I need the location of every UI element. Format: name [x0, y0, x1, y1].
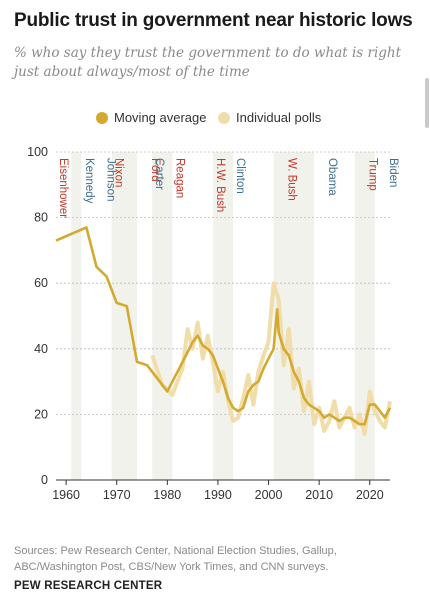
- y-tick-label-60: 60: [34, 276, 48, 290]
- individual-polls-line: [150, 281, 392, 437]
- x-tick-label-1990: 1990: [204, 488, 232, 502]
- y-tick-label-20: 20: [34, 407, 48, 421]
- president-label-ford: Ford: [149, 158, 161, 182]
- x-tick-label-2020: 2020: [356, 488, 384, 502]
- source-note: Sources: Pew Research Center, National E…: [14, 545, 337, 573]
- y-tick-label-0: 0: [41, 473, 48, 487]
- legend-label-individual-polls: Individual polls: [236, 110, 322, 125]
- moving-average-line: [55, 226, 392, 426]
- legend-item-individual-polls: Individual polls: [218, 110, 321, 125]
- legend-swatch-individual-polls: [218, 112, 230, 124]
- president-label-eisenhower: Eisenhower: [57, 158, 69, 218]
- chart-legend: Moving average Individual polls: [0, 110, 430, 128]
- x-tick-label-1970: 1970: [103, 488, 131, 502]
- legend-item-moving-average: Moving average: [96, 110, 207, 125]
- page-subtitle: % who say they trust the government to d…: [14, 45, 402, 80]
- president-label-w-bush: W. Bush: [286, 158, 298, 201]
- president-label-h-w-bush: H.W. Bush: [214, 158, 226, 212]
- x-tick-label-1980: 1980: [153, 488, 181, 502]
- president-label-trump: Trump: [367, 158, 379, 191]
- president-label-clinton: Clinton: [234, 158, 246, 194]
- president-label-kennedy: Kennedy: [83, 158, 95, 204]
- president-label-reagan: Reagan: [173, 158, 185, 198]
- scrollbar[interactable]: [425, 78, 429, 128]
- president-label-carter: Carter: [153, 158, 165, 190]
- band-kennedy: [71, 152, 82, 480]
- president-label-johnson: Johnson: [104, 158, 116, 201]
- individual-polls-series: [150, 281, 392, 437]
- brand-logo: PEW RESEARCH CENTER: [14, 580, 163, 592]
- x-tick-label-2010: 2010: [305, 488, 333, 502]
- band-nixon: [111, 152, 137, 480]
- moving-average-series: [55, 226, 392, 426]
- page-title: Public trust in government near historic…: [14, 10, 413, 31]
- y-tick-label-80: 80: [34, 211, 48, 225]
- x-tick-label-1960: 1960: [52, 488, 80, 502]
- band-carter: [152, 152, 173, 480]
- y-tick-label-100: 100: [27, 145, 48, 159]
- president-label-obama: Obama: [326, 158, 338, 196]
- president-label-nixon: Nixon: [113, 158, 125, 187]
- x-tick-label-2000: 2000: [255, 488, 283, 502]
- axes: 0 20 40 60 80 100 1960 1970 1980 1990 2000 2010 2020: [27, 145, 390, 502]
- legend-label-moving-average: Moving average: [114, 110, 207, 125]
- president-label-biden: Biden: [387, 158, 399, 187]
- legend-swatch-moving-average: [96, 112, 108, 124]
- y-tick-label-40: 40: [34, 342, 48, 356]
